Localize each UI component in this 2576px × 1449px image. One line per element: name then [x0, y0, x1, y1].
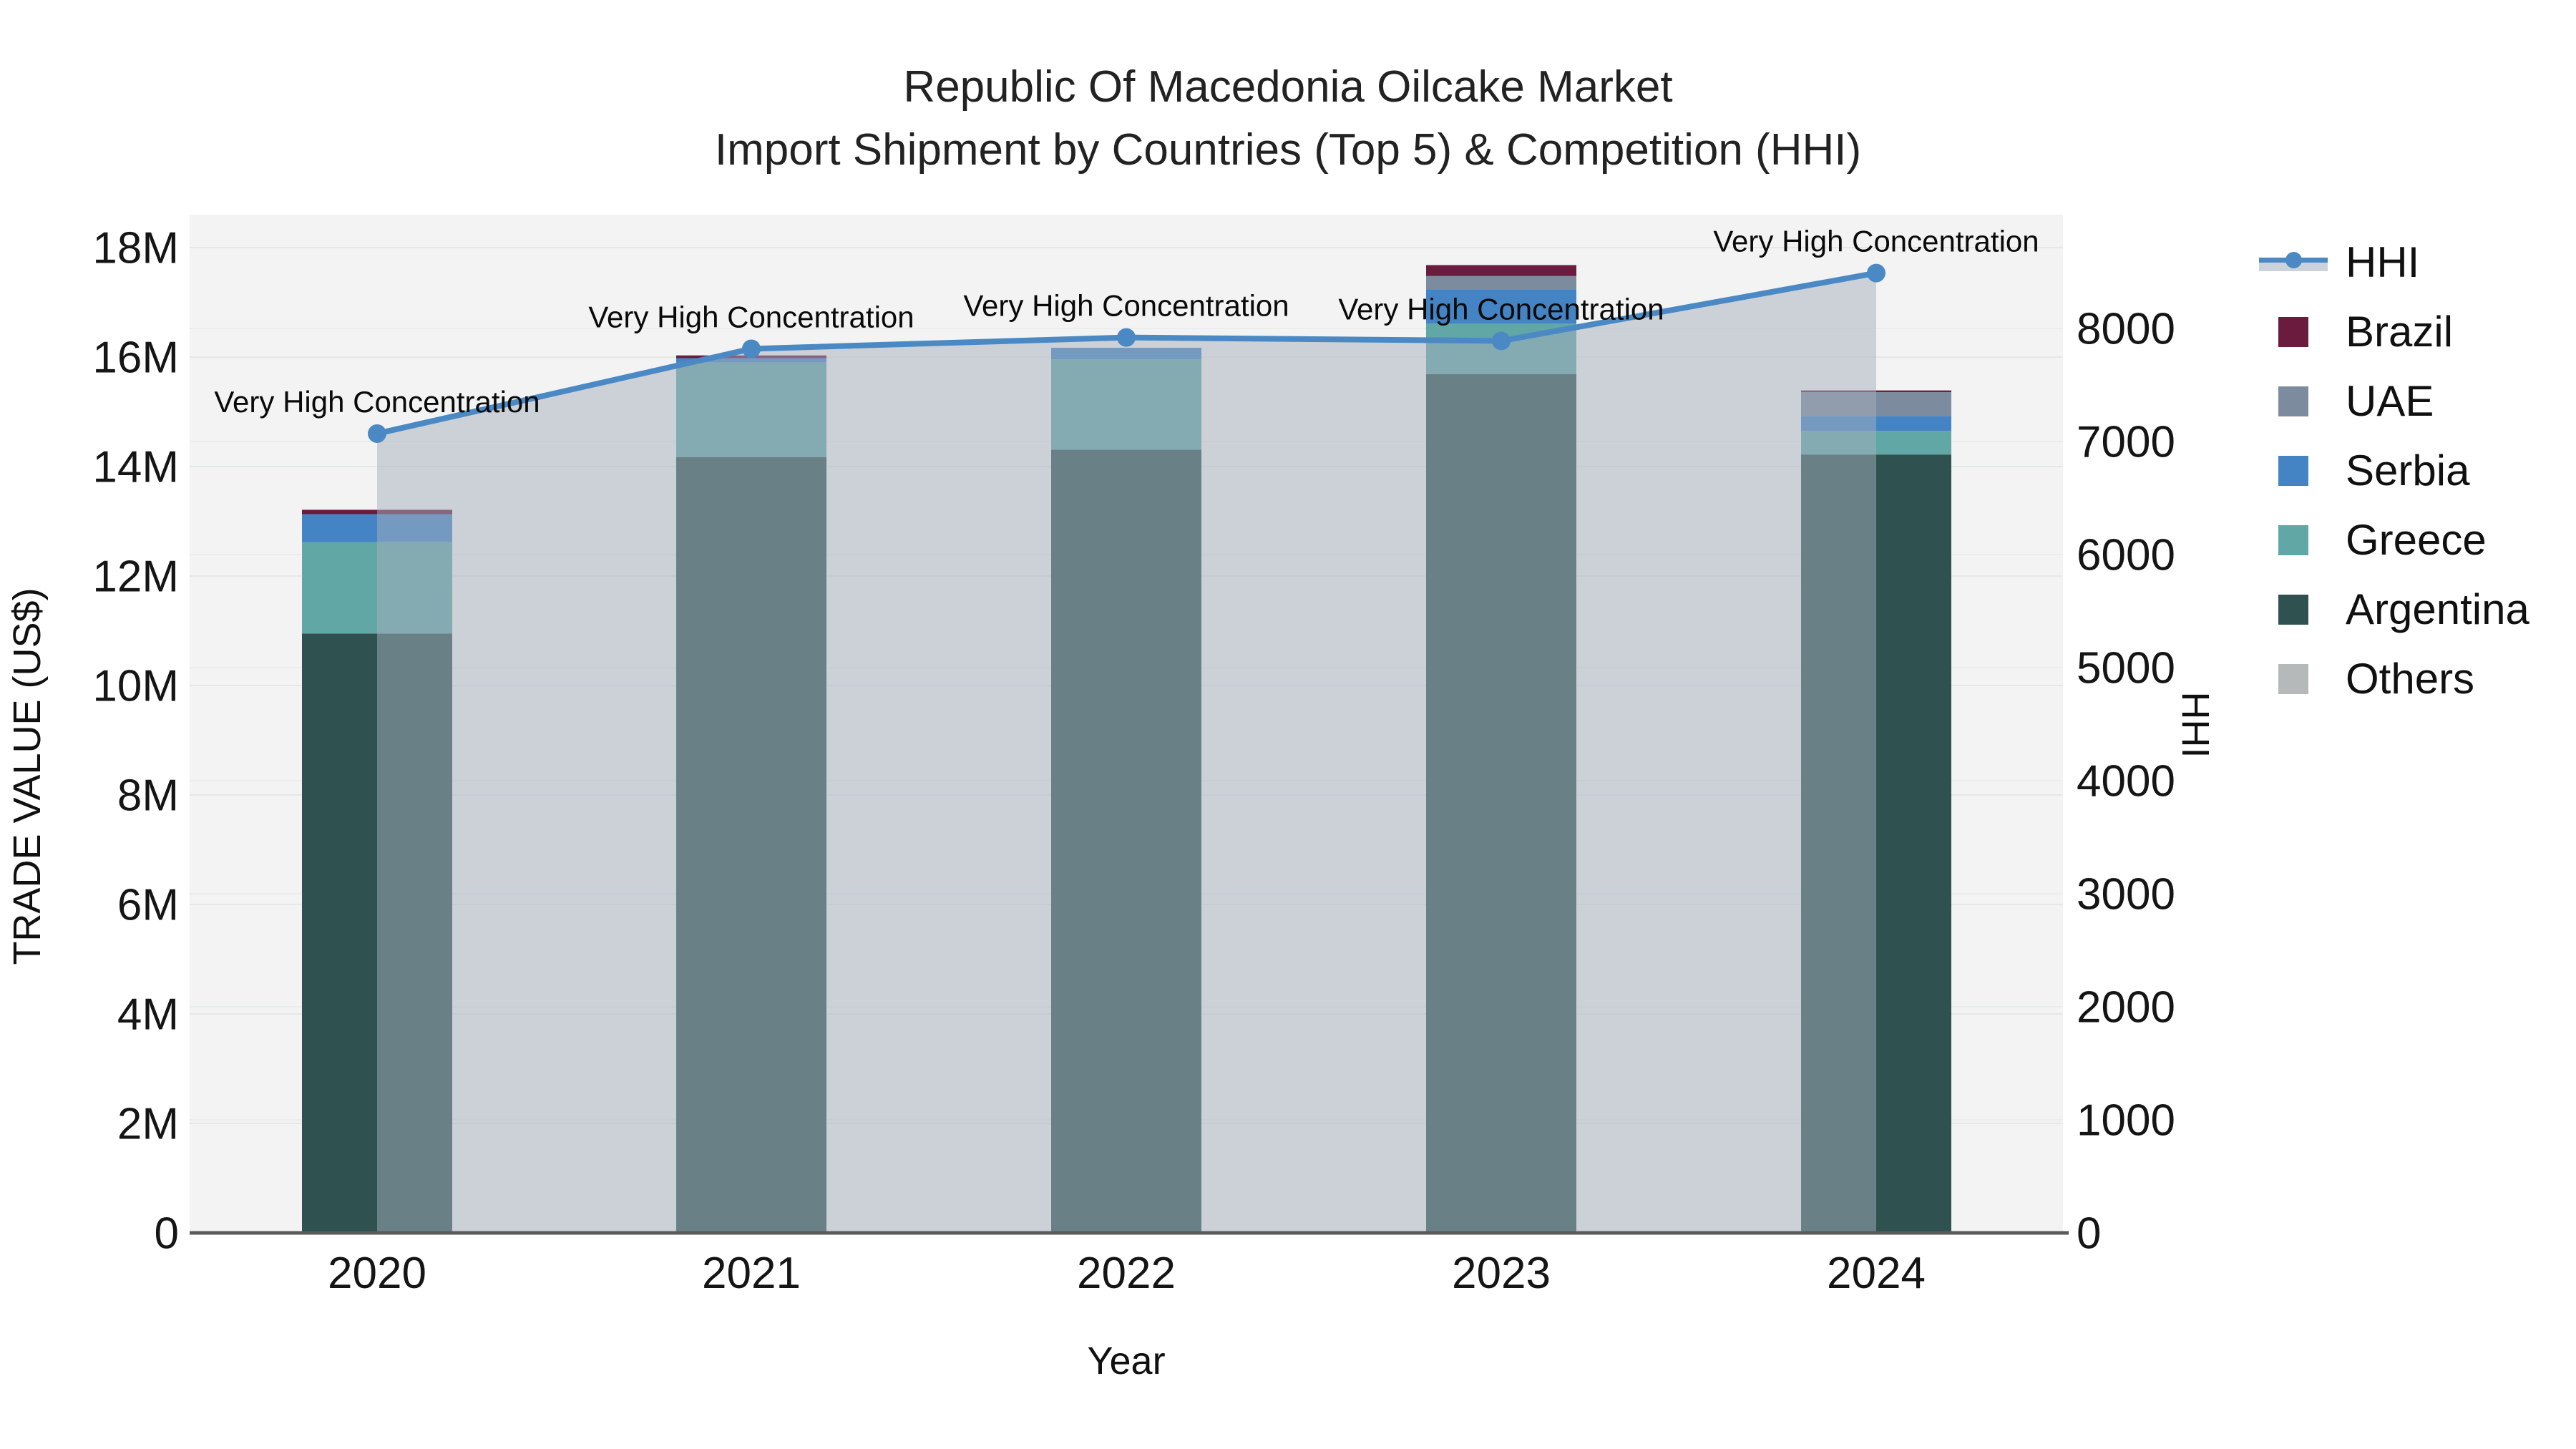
annotation-2020: Very High Concentration [214, 385, 540, 419]
y-axis-title-right: HHI [2174, 691, 2217, 758]
y-right-tick-label: 5000 [2077, 644, 2175, 693]
chart-title: Republic Of Macedonia Oilcake Market Imp… [0, 56, 2576, 182]
legend-item-hhi[interactable]: HHI [2254, 228, 2576, 297]
legend-label: Brazil [2346, 308, 2454, 356]
annotation-2022: Very High Concentration [963, 289, 1289, 323]
legend-label: Others [2346, 655, 2475, 703]
y-right-tick-label: 2000 [2077, 983, 2175, 1033]
chart-title-line1: Republic Of Macedonia Oilcake Market [903, 62, 1673, 112]
x-tick-label-2020: 2020 [328, 1249, 426, 1298]
bar-segment-uae-2023[interactable] [1426, 275, 1576, 290]
legend-item-others[interactable]: Others [2254, 644, 2576, 713]
annotation-2023: Very High Concentration [1338, 292, 1664, 326]
x-axis-title: Year [1087, 1340, 1166, 1382]
y-left-tick-label: 18M [92, 224, 179, 273]
legend-color-swatch-icon [2254, 455, 2333, 486]
legend-color-swatch-icon [2254, 386, 2333, 416]
y-left-tick-label: 0 [155, 1209, 179, 1259]
y-axis-title-left: TRADE VALUE (US$) [6, 587, 49, 965]
y-right-tick-label: 1000 [2077, 1096, 2175, 1146]
annotation-2024: Very High Concentration [1713, 225, 2039, 258]
y-left-tick-label: 8M [117, 771, 179, 821]
y-left-tick-label: 4M [117, 990, 179, 1040]
y-left-tick-label: 10M [92, 662, 179, 711]
hhi-line-swatch-icon [2254, 250, 2333, 275]
y-left-tick-label: 12M [92, 552, 179, 602]
annotation-2021: Very High Concentration [588, 300, 914, 333]
x-tick-label-2021: 2021 [702, 1249, 801, 1298]
y-left-tick-label: 16M [92, 333, 179, 383]
y-left-tick-label: 6M [117, 881, 179, 930]
legend-color-swatch-icon [2254, 316, 2333, 347]
y-right-tick-label: 7000 [2077, 418, 2175, 467]
legend-item-argentina[interactable]: Argentina [2254, 575, 2576, 644]
legend-item-uae[interactable]: UAE [2254, 366, 2576, 436]
legend-color-swatch-icon [2254, 663, 2333, 694]
hhi-marker-2023[interactable] [1492, 331, 1511, 351]
chart-title-line2: Import Shipment by Countries (Top 5) & C… [714, 125, 1862, 175]
y-right-tick-label: 3000 [2077, 870, 2175, 919]
legend-item-serbia[interactable]: Serbia [2254, 436, 2576, 505]
hhi-area-fill [377, 273, 1876, 1234]
legend-color-swatch-icon [2254, 594, 2333, 625]
hhi-marker-2022[interactable] [1117, 328, 1136, 347]
legend-item-brazil[interactable]: Brazil [2254, 297, 2576, 366]
y-right-tick-label: 0 [2077, 1209, 2101, 1259]
legend: HHI Brazil UAE Serbia Greece Argentina Others [2254, 228, 2576, 713]
bar-segment-serbia-2023[interactable] [1426, 289, 1576, 324]
y-right-tick-label: 4000 [2077, 757, 2175, 806]
legend-label: HHI [2346, 238, 2420, 286]
legend-label: Argentina [2346, 585, 2529, 633]
hhi-marker-2020[interactable] [368, 424, 386, 443]
legend-label: UAE [2346, 377, 2434, 425]
y-right-tick-label: 8000 [2077, 305, 2175, 354]
hhi-marker-2021[interactable] [742, 339, 761, 358]
legend-label: Serbia [2346, 447, 2470, 494]
legend-item-greece[interactable]: Greece [2254, 505, 2576, 575]
bar-segment-brazil-2023[interactable] [1426, 265, 1576, 276]
legend-color-swatch-icon [2254, 525, 2333, 555]
y-right-tick-label: 6000 [2077, 531, 2175, 580]
x-tick-label-2022: 2022 [1077, 1249, 1176, 1298]
y-left-tick-label: 14M [92, 443, 179, 492]
y-left-tick-label: 2M [117, 1100, 179, 1149]
hhi-marker-2024[interactable] [1867, 263, 1885, 283]
x-tick-label-2024: 2024 [1827, 1249, 1926, 1298]
x-tick-label-2023: 2023 [1452, 1249, 1551, 1298]
legend-label: Greece [2346, 516, 2487, 564]
